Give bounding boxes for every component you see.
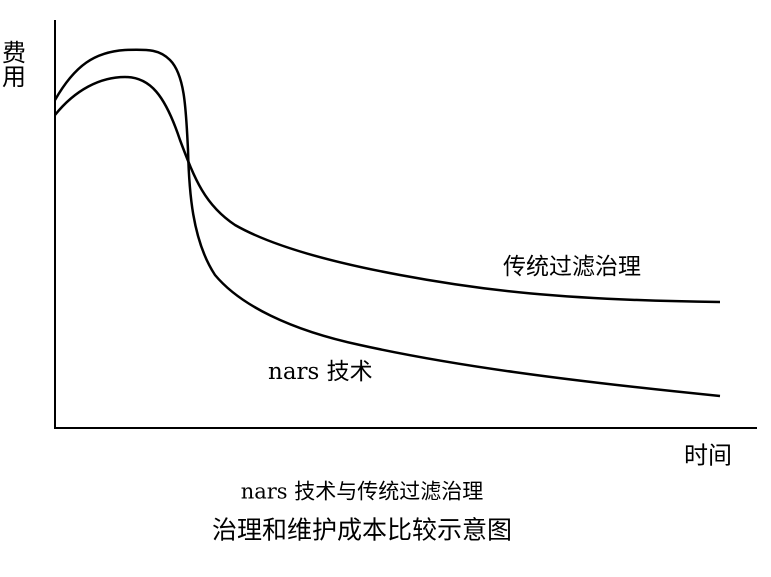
caption-line: nars 技术与传统过滤治理 [241,480,484,504]
y-axis-label: 费用 [0,40,26,88]
axes [54,20,757,429]
x-axis-label: 时间 [684,442,732,470]
nars-curve [53,48,721,398]
caption-title: 治理和维护成本比较示意图 [212,516,512,545]
traditional-curve [54,75,721,304]
curve-label: 传统过滤治理 [503,254,641,280]
curve-label: nars 技术 [268,359,373,385]
